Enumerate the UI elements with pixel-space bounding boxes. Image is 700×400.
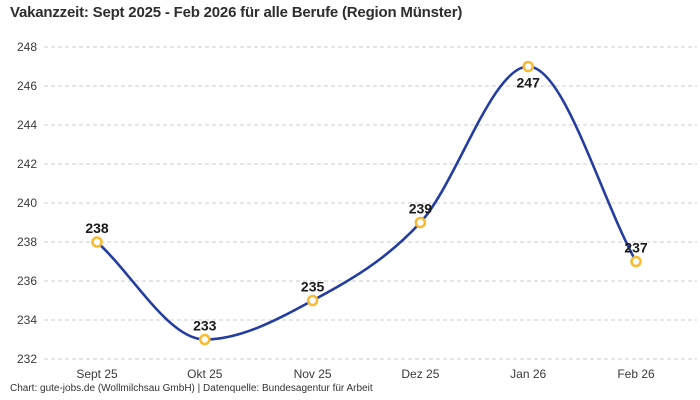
x-tick-label: Nov 25 [294, 367, 332, 381]
y-tick-label: 246 [17, 79, 37, 93]
y-tick-label: 248 [17, 40, 37, 54]
data-point-label: 238 [85, 220, 109, 236]
x-tick-label: Feb 26 [617, 367, 655, 381]
y-tick-label: 242 [17, 157, 37, 171]
data-point-marker [630, 255, 642, 268]
data-point-marker [306, 294, 319, 307]
data-point-label: 235 [301, 279, 325, 295]
y-tick-label: 236 [17, 274, 37, 288]
data-point-label: 239 [409, 201, 433, 217]
data-point-marker [414, 216, 427, 229]
data-point-marker [91, 236, 103, 248]
data-point-marker [199, 333, 211, 346]
data-point-label: 247 [517, 75, 541, 91]
data-point-marker [522, 60, 535, 73]
y-tick-label: 232 [17, 352, 37, 366]
y-tick-label: 238 [17, 235, 37, 249]
y-tick-label: 244 [17, 118, 37, 132]
series-line [95, 65, 638, 341]
x-tick-label: Dez 25 [401, 367, 439, 381]
x-tick-label: Jan 26 [510, 367, 546, 381]
data-point-label: 237 [624, 240, 648, 256]
page-title: Vakanzzeit: Sept 2025 - Feb 2026 für all… [10, 4, 463, 21]
data-point-label: 233 [193, 318, 217, 334]
y-tick-label: 240 [17, 196, 37, 210]
y-tick-label: 234 [17, 313, 37, 327]
x-tick-label: Sept 25 [76, 367, 118, 381]
attribution: Chart: gute-jobs.de (Wollmilchsau GmbH) … [10, 383, 373, 394]
x-tick-label: Okt 25 [187, 367, 223, 381]
